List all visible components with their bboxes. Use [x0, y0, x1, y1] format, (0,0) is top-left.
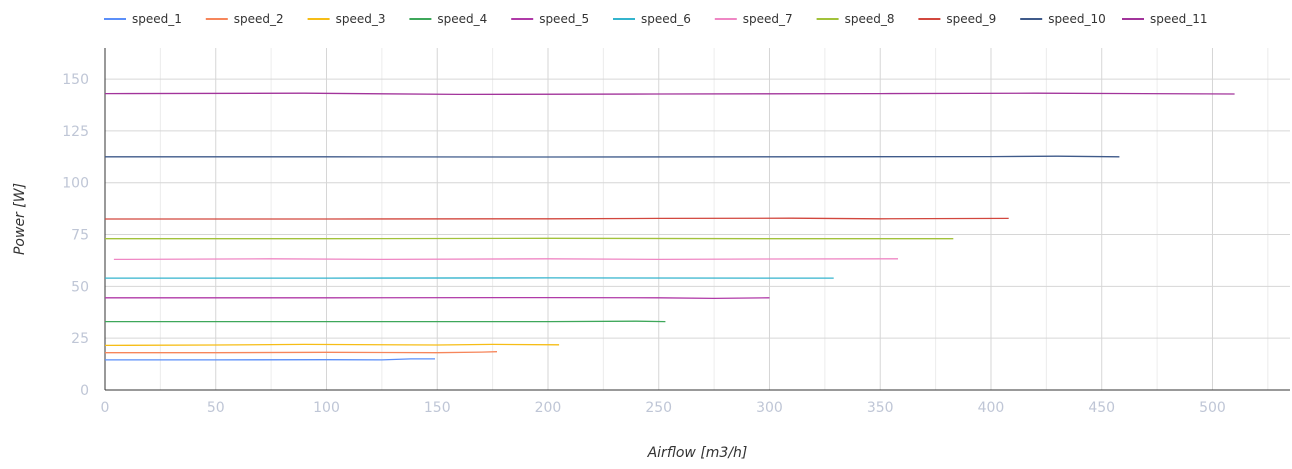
- x-tick-label: 400: [978, 400, 1005, 416]
- series-line-speed_11: [105, 93, 1235, 94]
- series-line-speed_2: [105, 352, 497, 353]
- x-tick-label: 250: [645, 400, 672, 416]
- legend-label: speed_7: [743, 12, 793, 26]
- legend-item-speed_11[interactable]: speed_11: [1122, 12, 1208, 26]
- legend-label: speed_5: [539, 12, 589, 26]
- series-line-speed_5: [105, 298, 770, 299]
- legend-label: speed_8: [845, 12, 895, 26]
- x-axis-label: Airflow [m3/h]: [647, 445, 748, 461]
- y-axis-label: Power [W]: [12, 183, 28, 255]
- y-tick-label: 125: [62, 124, 89, 140]
- legend-label: speed_2: [234, 12, 284, 26]
- legend-item-speed_10[interactable]: speed_10: [1020, 12, 1106, 26]
- series-line-speed_10: [105, 156, 1119, 157]
- y-tick-label: 50: [71, 279, 89, 295]
- series-line-speed_7: [114, 259, 898, 260]
- x-tick-label: 500: [1199, 400, 1226, 416]
- legend-label: speed_11: [1150, 12, 1208, 26]
- y-tick-label: 25: [71, 331, 89, 347]
- legend-item-speed_8[interactable]: speed_8: [817, 12, 895, 26]
- legend-item-speed_2[interactable]: speed_2: [206, 12, 284, 26]
- x-tick-label: 100: [313, 400, 340, 416]
- legend-item-speed_5[interactable]: speed_5: [511, 12, 589, 26]
- y-tick-label: 150: [62, 72, 89, 88]
- x-tick-label: 350: [867, 400, 894, 416]
- legend-label: speed_1: [132, 12, 182, 26]
- legend-item-speed_4[interactable]: speed_4: [409, 12, 487, 26]
- x-tick-label: 200: [535, 400, 562, 416]
- tick-labels: 0 50 100 150 200 250 300 350 400 450 500 0 25 50 75 100…: [62, 72, 1226, 416]
- legend-label: speed_4: [437, 12, 487, 26]
- series-line-speed_3: [105, 344, 559, 345]
- y-tick-label: 75: [71, 228, 89, 244]
- x-tick-label: 300: [756, 400, 783, 416]
- series-line-speed_1: [105, 359, 435, 360]
- legend-item-speed_9[interactable]: speed_9: [918, 12, 996, 26]
- x-tick-label: 450: [1088, 400, 1115, 416]
- legend-item-speed_7[interactable]: speed_7: [715, 12, 793, 26]
- x-tick-label: 0: [101, 400, 110, 416]
- series-lines: [105, 93, 1235, 360]
- y-tick-label: 0: [80, 383, 89, 399]
- legend-label: speed_10: [1048, 12, 1106, 26]
- x-tick-label: 50: [207, 400, 225, 416]
- legend-label: speed_6: [641, 12, 691, 26]
- legend-item-speed_1[interactable]: speed_1: [104, 12, 182, 26]
- legend-item-speed_3[interactable]: speed_3: [308, 12, 386, 26]
- x-tick-label: 150: [424, 400, 451, 416]
- legend: speed_1 speed_2 speed_3 speed_4 speed_5 speed…: [104, 12, 1208, 26]
- series-line-speed_9: [105, 218, 1009, 219]
- legend-label: speed_9: [946, 12, 996, 26]
- legend-item-speed_6[interactable]: speed_6: [613, 12, 691, 26]
- legend-label: speed_3: [336, 12, 386, 26]
- y-tick-label: 100: [62, 176, 89, 192]
